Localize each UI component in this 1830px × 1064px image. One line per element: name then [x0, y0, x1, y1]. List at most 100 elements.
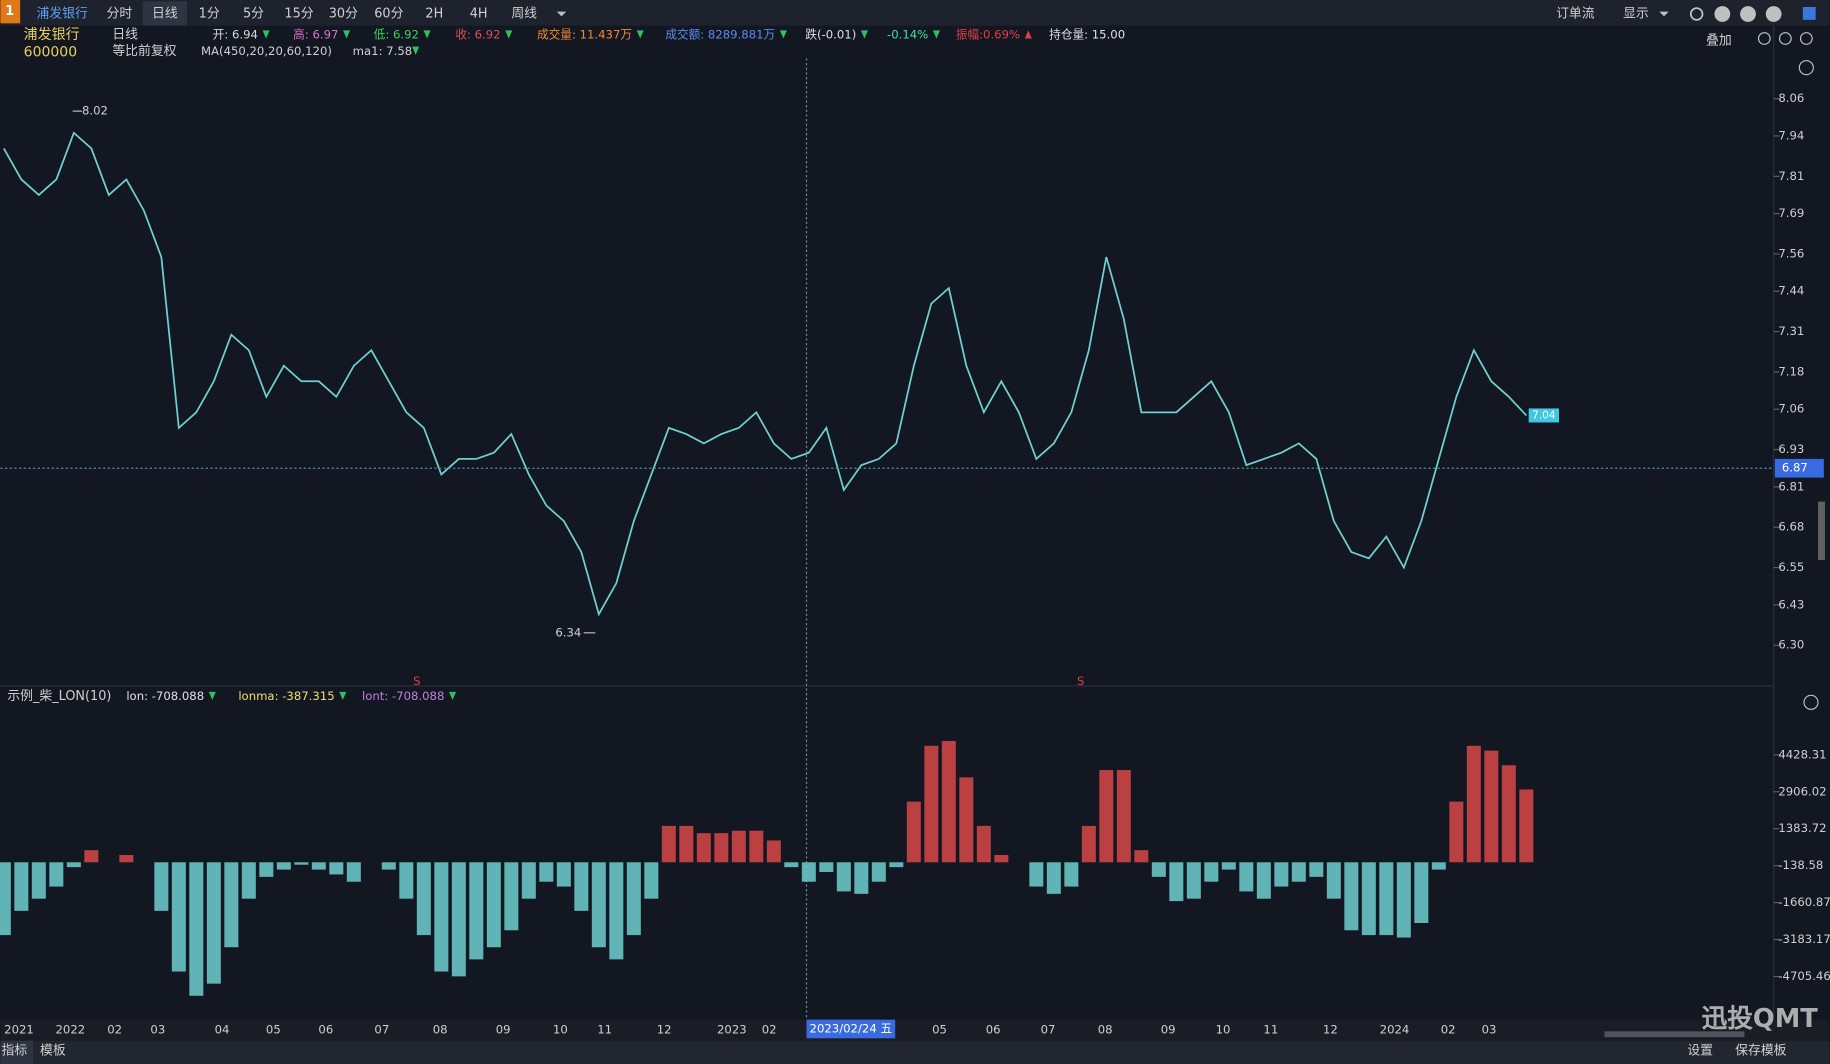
order-flow[interactable]: 订单流 [1556, 7, 1595, 22]
ma-settings: MA(450,20,20,60,120) [201, 44, 332, 58]
icon[interactable] [1757, 32, 1771, 45]
y-tick-label: 7.06 [1778, 402, 1804, 416]
indicator-bar [416, 862, 431, 936]
logo[interactable] [0, 0, 21, 24]
tab[interactable]: 日线 [152, 7, 178, 22]
indicator-bar [504, 862, 519, 931]
tab-active [142, 1, 187, 26]
tab[interactable]: 60分 [374, 7, 403, 22]
indicator-bar [889, 862, 904, 868]
y-tick-label: 6.55 [1778, 560, 1804, 574]
bottom-bar [0, 1040, 1830, 1064]
indicator-bar [1484, 750, 1499, 863]
tab[interactable]: 30分 [329, 7, 358, 22]
down-arrow [343, 30, 351, 39]
indicator-bar [591, 862, 606, 948]
y-tick-label: 7.31 [1778, 324, 1804, 338]
down-arrow [449, 691, 457, 700]
panel-icon[interactable] [1802, 7, 1816, 20]
y-tick-label: 7.69 [1778, 206, 1804, 220]
tab[interactable]: 周线 [511, 7, 537, 22]
indicator-bar [1239, 862, 1254, 892]
x-tick-label: 2024 [1380, 1023, 1410, 1037]
close-indicator[interactable] [1803, 694, 1819, 710]
indicator-bar [976, 825, 991, 863]
indicator-bar [1449, 801, 1464, 863]
stock-code: 600000 [24, 45, 77, 61]
info-field: 开: 6.94 [213, 28, 258, 42]
y-tick-label: 8.06 [1778, 91, 1804, 105]
icon[interactable] [1778, 32, 1792, 45]
scrollbar[interactable] [1818, 501, 1825, 560]
watermark: 迅投QMT [1702, 1004, 1819, 1034]
indicator-bar [1046, 862, 1061, 894]
toolbar [0, 0, 1830, 26]
tab[interactable]: 浦发银行 [37, 6, 88, 22]
time-axis [0, 1019, 1830, 1041]
save-template-button[interactable]: 保存模板 [1735, 1044, 1786, 1059]
low-label: 6.34 [555, 625, 581, 639]
zoom-in-icon[interactable] [1714, 6, 1731, 22]
crosshair-date: 2023/02/24 五 [810, 1022, 893, 1036]
indicator-bar [1519, 789, 1534, 863]
indicator-bar [959, 777, 974, 863]
x-tick-label: 09 [496, 1023, 511, 1037]
indicator-bar [749, 830, 764, 863]
close-icon[interactable] [1799, 32, 1813, 45]
info-field: 高: 6.97 [293, 28, 338, 42]
refresh-icon[interactable] [1689, 7, 1704, 21]
indicator-bar [836, 862, 851, 892]
indicator-bar [276, 862, 291, 870]
tab[interactable]: 4H [470, 7, 488, 22]
tab[interactable]: 分时 [107, 7, 133, 22]
legend-item: lon: -708.088 [126, 689, 204, 703]
zoom-out-icon[interactable] [1740, 6, 1756, 22]
x-tick-label: 03 [1482, 1023, 1497, 1037]
indicator-bar [1221, 862, 1236, 870]
dropdown[interactable] [1659, 11, 1669, 17]
tab[interactable]: 2H [425, 7, 443, 22]
y-tick-label: -3183.17 [1778, 932, 1830, 946]
info-field: 振幅:0.69% [956, 28, 1020, 42]
tab[interactable]: 1分 [199, 7, 220, 22]
x-tick-label: 08 [433, 1023, 448, 1037]
indicator-bar [0, 862, 11, 936]
legend-item: lont: -708.088 [362, 689, 444, 703]
down-arrow [932, 30, 940, 39]
indicator-bar [1256, 862, 1271, 899]
indicator-bar [871, 862, 886, 882]
collapse-icon[interactable] [1798, 60, 1814, 76]
x-tick-label: 07 [374, 1023, 389, 1037]
y-tick-label: -1660.87 [1778, 895, 1830, 909]
indicator-bar [399, 862, 414, 899]
indicator-bar [469, 862, 484, 960]
indicator-bar [84, 850, 99, 863]
indicator-bar [1274, 862, 1289, 887]
y-tick-label: 6.81 [1778, 479, 1804, 493]
scroll-thumb[interactable] [1604, 1031, 1745, 1038]
overlay[interactable]: 叠加 [1706, 33, 1732, 48]
info-field: 持仓量: 15.00 [1049, 28, 1125, 42]
settings-icon[interactable] [1765, 6, 1782, 22]
indicator-bar [31, 862, 46, 899]
indicator-bar [626, 862, 641, 936]
y-tick-label: 7.56 [1778, 246, 1804, 260]
indicator-bar [14, 862, 29, 911]
display[interactable]: 显示 [1623, 7, 1649, 22]
indicator-bar [1396, 862, 1411, 938]
bottom-tab[interactable]: 指标 [2, 1044, 28, 1059]
tab[interactable]: 5分 [243, 7, 264, 22]
indicator-bar [1081, 825, 1096, 863]
last-price-box [1528, 408, 1559, 423]
indicator-bar [1151, 862, 1166, 877]
dropdown[interactable] [556, 11, 567, 17]
tab[interactable]: 15分 [284, 7, 313, 22]
y-tick-label: -4705.46 [1778, 969, 1830, 983]
settings-button[interactable]: 设置 [1687, 1044, 1713, 1059]
indicator-bar [1344, 862, 1359, 931]
x-tick-label: 04 [215, 1023, 230, 1037]
bottom-tab[interactable]: 模板 [40, 1044, 66, 1059]
window-icons [1689, 6, 1816, 22]
y-tick-label: 7.44 [1778, 284, 1804, 298]
